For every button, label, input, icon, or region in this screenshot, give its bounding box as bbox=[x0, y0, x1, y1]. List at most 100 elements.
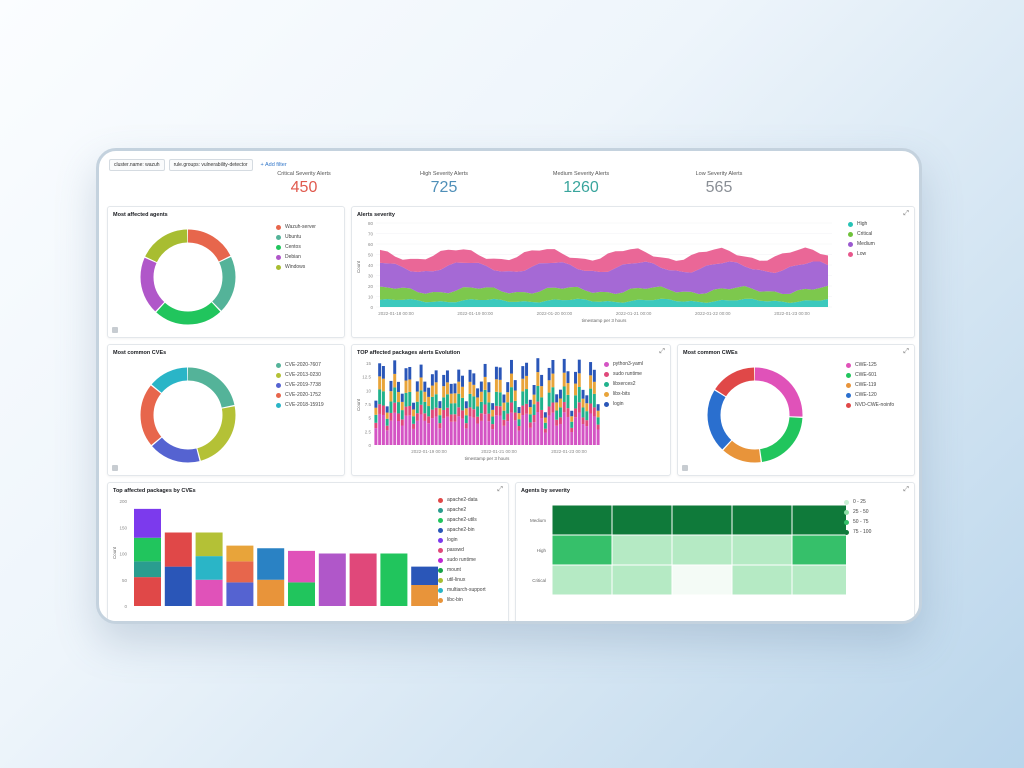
legend-item[interactable]: apache2-data bbox=[438, 495, 486, 505]
legend-label: CWE-601 bbox=[855, 372, 877, 378]
bar-segment bbox=[445, 370, 449, 383]
legend-item[interactable]: passwd bbox=[438, 545, 486, 555]
legend-swatch bbox=[276, 392, 281, 398]
legend-label: libxerces2 bbox=[613, 381, 636, 387]
bar-segment bbox=[374, 400, 378, 408]
bar-segment bbox=[134, 508, 161, 538]
bar-segment bbox=[491, 416, 495, 425]
expand-icon[interactable]: ⤢ bbox=[903, 348, 909, 355]
legend-item[interactable]: CWE-120 bbox=[846, 390, 894, 400]
legend-item[interactable]: Centos bbox=[276, 242, 316, 252]
legend-swatch bbox=[848, 241, 853, 247]
filter-pill-cluster[interactable]: cluster.name: wazuh bbox=[109, 159, 165, 171]
heatmap-cell bbox=[731, 564, 793, 596]
legend-item[interactable]: 25 - 50 bbox=[844, 507, 871, 517]
legend-item[interactable]: Medium bbox=[848, 239, 875, 249]
legend-item[interactable]: CVE-2019-7738 bbox=[276, 380, 324, 390]
legend-item[interactable]: libc-bin bbox=[438, 595, 486, 605]
panel-alerts-severity: Alerts severity ⤢ 80 70 60 50 40 30 20 10 0 Count… bbox=[351, 206, 915, 338]
legend-item[interactable]: libx-bits bbox=[604, 389, 643, 399]
y-tick-label: 50 bbox=[368, 253, 374, 258]
expand-icon[interactable]: ⤢ bbox=[659, 348, 665, 355]
heatmap-cell bbox=[791, 564, 846, 596]
bar-segment bbox=[400, 410, 404, 420]
legend-label: CWE-119 bbox=[855, 382, 877, 388]
bar-segment bbox=[547, 380, 551, 393]
bar-segment bbox=[408, 415, 412, 445]
bar-segment bbox=[412, 423, 416, 429]
x-tick-label: 2022-01-22 00:00 bbox=[695, 311, 731, 316]
metric-high: High Severity Alerts 725 bbox=[384, 171, 504, 197]
legend-item[interactable]: CWE-601 bbox=[846, 370, 894, 380]
donut-slice bbox=[140, 367, 236, 463]
bar-segment bbox=[562, 412, 566, 445]
bar-segment bbox=[513, 420, 517, 445]
legend-item[interactable]: 50 - 75 bbox=[844, 517, 871, 527]
legend-swatch bbox=[438, 537, 443, 543]
legend-item[interactable]: CVE-2013-0230 bbox=[276, 370, 324, 380]
donut-slice bbox=[140, 367, 236, 463]
legend-item[interactable]: Low bbox=[848, 249, 875, 259]
legend-item[interactable]: login bbox=[438, 535, 486, 545]
filter-pill-rule-groups[interactable]: rule.groups: vulnerability-detector bbox=[168, 159, 253, 171]
legend-item[interactable]: sudo runtime bbox=[604, 369, 643, 379]
legend-item[interactable]: NVD-CWE-noinfo bbox=[846, 400, 894, 410]
bar-segment bbox=[385, 406, 389, 413]
table-icon[interactable] bbox=[682, 465, 688, 471]
legend-item[interactable]: 0 - 25 bbox=[844, 497, 871, 507]
heatmap-cell bbox=[551, 534, 613, 566]
bar-segment bbox=[498, 415, 502, 445]
legend-item[interactable]: python3-yaml bbox=[604, 359, 643, 369]
legend-item[interactable]: libxerces2 bbox=[604, 379, 643, 389]
bar-segment bbox=[487, 402, 491, 414]
add-filter-button[interactable]: + Add filter bbox=[260, 162, 287, 168]
bar-segment bbox=[457, 416, 461, 445]
bar-segment bbox=[581, 417, 585, 425]
legend-item[interactable]: sudo runtime bbox=[438, 555, 486, 565]
bar-segment bbox=[513, 390, 517, 401]
legend-item[interactable]: util-linux bbox=[438, 575, 486, 585]
bar-segment bbox=[427, 396, 431, 407]
bar-segment bbox=[536, 372, 540, 386]
legend-item[interactable]: Ubuntu bbox=[276, 232, 316, 242]
metric-label: High Severity Alerts bbox=[420, 171, 468, 177]
legend-item[interactable]: 75 - 100 bbox=[844, 527, 871, 537]
legend-item[interactable]: apache2 bbox=[438, 505, 486, 515]
legend-item[interactable]: Debian bbox=[276, 252, 316, 262]
legend-item[interactable]: CVE-2018-15919 bbox=[276, 400, 324, 410]
heatmap-cell bbox=[611, 564, 673, 596]
legend-item[interactable]: CWE-119 bbox=[846, 380, 894, 390]
donut-slice bbox=[707, 367, 803, 463]
expand-icon[interactable]: ⤢ bbox=[903, 486, 909, 493]
legend-item[interactable]: CVE-2020-7607 bbox=[276, 360, 324, 370]
legend-item[interactable]: CWE-125 bbox=[846, 360, 894, 370]
legend-item[interactable]: login bbox=[604, 399, 643, 409]
expand-icon[interactable]: ⤢ bbox=[497, 486, 503, 493]
legend-item[interactable]: CVE-2020-1752 bbox=[276, 390, 324, 400]
bar-segment bbox=[543, 417, 547, 423]
bar-segment bbox=[543, 432, 547, 445]
legend-item[interactable]: apache2-utils bbox=[438, 515, 486, 525]
legend-agents: Wazuh-server Ubuntu Centos Debian Window… bbox=[276, 222, 316, 272]
y-tick-label: 7.5 bbox=[365, 402, 372, 407]
legend-item[interactable]: apache2-bin bbox=[438, 525, 486, 535]
heatmap-cell bbox=[611, 504, 673, 536]
legend-item[interactable]: Windows bbox=[276, 262, 316, 272]
legend-item[interactable]: multiarch-support bbox=[438, 585, 486, 595]
bar-segment bbox=[385, 412, 389, 419]
bar-segment bbox=[585, 411, 589, 421]
legend-item[interactable]: Wazuh-server bbox=[276, 222, 316, 232]
bar-segment bbox=[566, 408, 570, 417]
expand-icon[interactable]: ⤢ bbox=[903, 210, 909, 217]
legend-item[interactable]: High bbox=[848, 219, 875, 229]
bar-segment bbox=[570, 427, 574, 432]
bar-segment bbox=[479, 381, 483, 392]
legend-swatch bbox=[844, 499, 849, 505]
table-icon[interactable] bbox=[112, 465, 118, 471]
legend-item[interactable]: Critical bbox=[848, 229, 875, 239]
bar-segment bbox=[468, 369, 472, 382]
panel-title: Agents by severity bbox=[521, 488, 570, 494]
legend-item[interactable]: mount bbox=[438, 565, 486, 575]
table-icon[interactable] bbox=[112, 327, 118, 333]
bar-segment bbox=[423, 420, 427, 445]
